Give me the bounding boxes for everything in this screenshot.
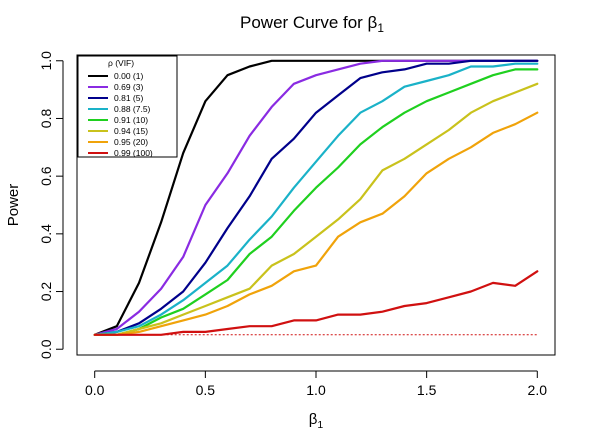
y-tick-label: 0.6 — [38, 166, 54, 186]
legend-items: 0.00 (1)0.69 (3)0.81 (5)0.88 (7.5)0.91 (… — [88, 71, 153, 158]
y-tick-label: 0.4 — [38, 224, 54, 244]
y-axis-label: Power — [5, 184, 22, 227]
series-line-2 — [93, 59, 539, 336]
chart-title: Power Curve for β1 — [240, 13, 384, 35]
series-line-7 — [93, 270, 539, 336]
series-layer — [93, 59, 539, 336]
y-tick-label: 0.8 — [38, 109, 54, 129]
legend-title: ρ (VIF) — [108, 58, 134, 68]
plot-frame — [76, 54, 556, 356]
y-tick-label: 0.0 — [38, 339, 54, 359]
series-line-6 — [93, 111, 539, 336]
legend-label-6: 0.95 (20) — [114, 137, 148, 147]
legend-label-1: 0.69 (3) — [114, 82, 143, 92]
x-tick-label: 0.5 — [196, 382, 216, 398]
x-tick-label: 2.0 — [528, 382, 548, 398]
series-line-3 — [93, 62, 539, 336]
x-tick-label: 1.0 — [306, 382, 326, 398]
legend-label-3: 0.88 (7.5) — [114, 104, 151, 114]
x-axis-label: β1 — [309, 411, 324, 431]
series-line-5 — [93, 82, 539, 336]
y-tick-label: 0.2 — [38, 282, 54, 302]
y-axis: 0.0 0.2 0.4 0.6 0.8 1.0 — [38, 51, 64, 359]
legend: ρ (VIF) 0.00 (1)0.69 (3)0.81 (5)0.88 (7.… — [77, 55, 178, 158]
x-tick-label: 0.0 — [85, 382, 105, 398]
legend-label-5: 0.94 (15) — [114, 126, 148, 136]
legend-box — [77, 55, 178, 158]
legend-label-2: 0.81 (5) — [114, 93, 143, 103]
legend-label-0: 0.00 (1) — [114, 71, 143, 81]
x-axis: 0.0 0.5 1.0 1.5 2.0 — [85, 370, 548, 398]
legend-label-7: 0.99 (100) — [114, 148, 153, 158]
legend-label-4: 0.91 (10) — [114, 115, 148, 125]
y-tick-label: 1.0 — [38, 51, 54, 71]
x-tick-label: 1.5 — [417, 382, 437, 398]
series-line-4 — [93, 68, 539, 336]
